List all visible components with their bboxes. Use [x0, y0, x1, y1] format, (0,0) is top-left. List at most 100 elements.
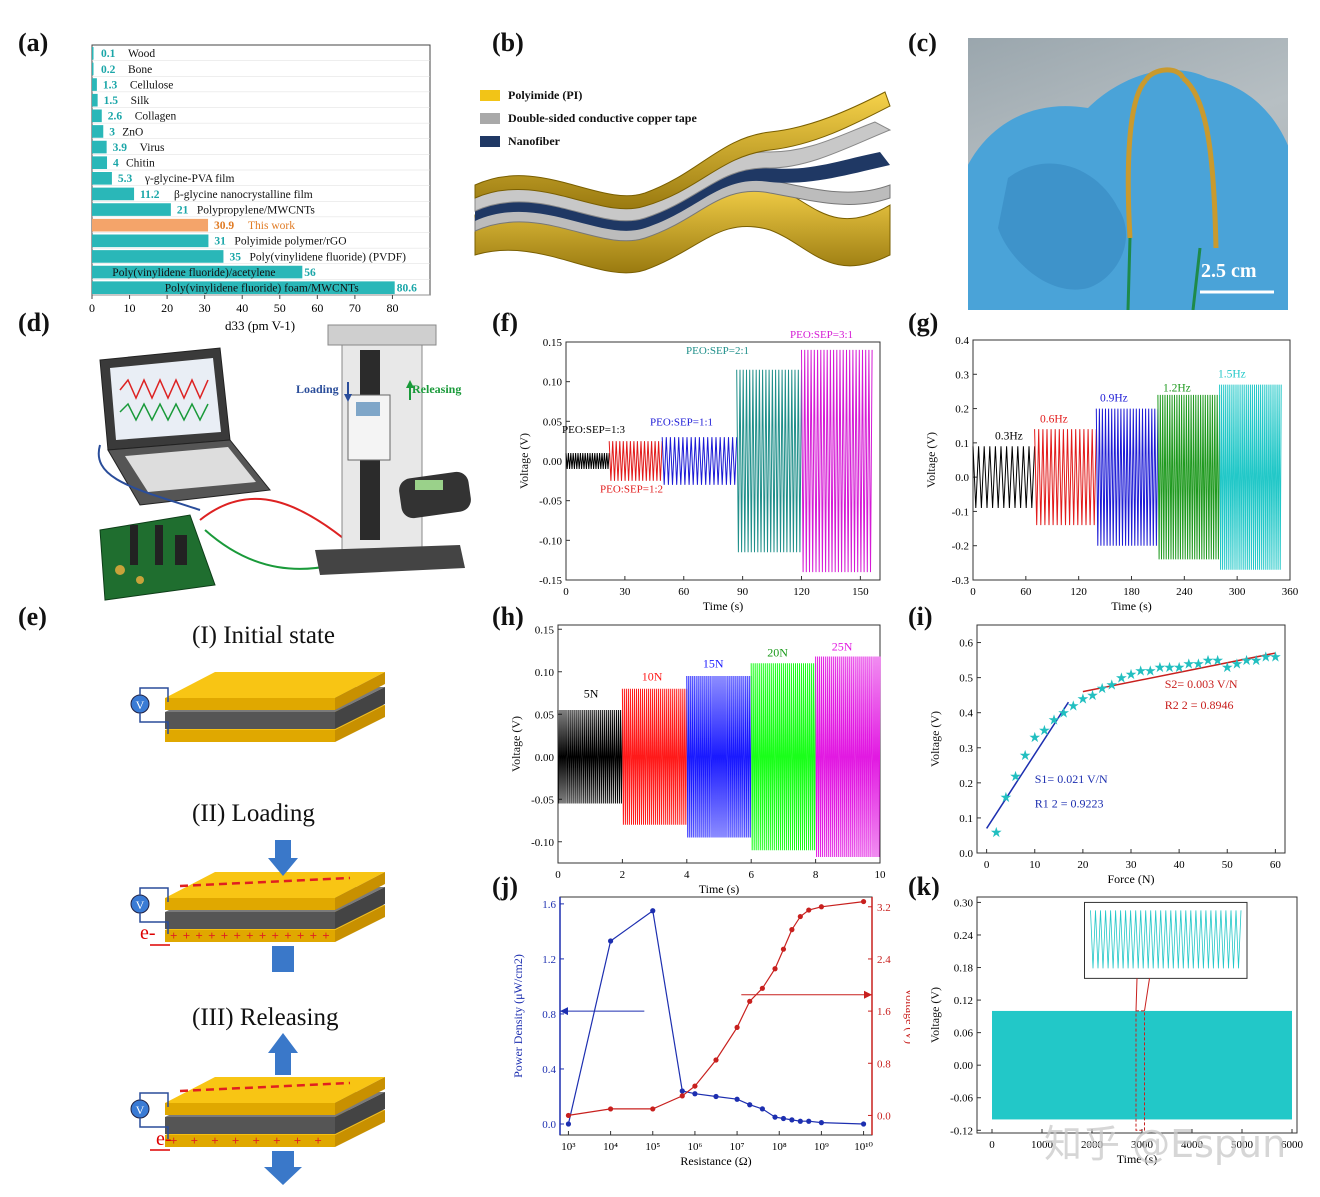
laptop: [99, 347, 271, 506]
voltage-force-sensitivity-chart: 0.6 0.5 0.4 0.3 0.2 0.1 0.0 0 10 20 30 40 50 60 Force …: [928, 624, 1286, 886]
right-indicator-head: [864, 990, 872, 999]
bar-value-3: 1.5: [104, 95, 119, 107]
voltmeter-v: V: [136, 1103, 145, 1117]
x-tick-label: 10³: [561, 1141, 576, 1153]
segment-label-3: 1.2Hz: [1163, 382, 1191, 394]
voltage-point: [860, 898, 867, 905]
data-point: ★: [1202, 654, 1215, 669]
fiber-front: [165, 712, 335, 729]
panel-label-j: (j): [492, 872, 518, 901]
bar-value-0: 0.1: [101, 48, 116, 60]
stack-initial: V: [130, 672, 385, 742]
y-tick-label: -0.05: [531, 794, 554, 806]
bar-name-4: Collagen: [135, 111, 177, 123]
y-tick-label: 0.05: [543, 416, 563, 428]
frequency-voltage-chart: 0.4 0.3 0.2 0.1 0.0 -0.1 -0.2 -0.30 60 120 180 240 3…: [925, 335, 1299, 613]
bar-value-5: 3: [109, 126, 115, 138]
panel-label-d: (d): [18, 308, 50, 337]
wire-bottom: [139, 913, 169, 934]
bar-name-15: Poly(vinylidene fluoride) foam/MWCNTs: [165, 283, 360, 295]
segment-label-2: PEO:SEP=1:1: [650, 416, 713, 428]
x-tick-label: 10: [1029, 859, 1041, 871]
x-axis-label: Time (s): [1111, 599, 1152, 613]
voltage-point: [679, 1093, 685, 1099]
power-density-point: [692, 1091, 698, 1097]
voltage-point: [780, 946, 787, 952]
y-tick-label: 0.00: [543, 456, 563, 468]
x-tick-label: 10⁴: [603, 1141, 618, 1153]
negative-charges: [179, 1081, 351, 1093]
panel-label-k: (k): [908, 872, 940, 901]
y-axis-label: Voltage (V): [925, 432, 938, 488]
peo-sep-voltage-chart: 0.15 0.10 0.05 0.00 -0.05 -0.10 -0.150 30 60 90 12…: [517, 330, 881, 613]
electron-label-releasing: e-: [156, 1128, 172, 1150]
power-density-point: [650, 908, 656, 914]
data-point: ★: [1000, 791, 1013, 806]
panel-label-c: (c): [908, 28, 937, 57]
releasing-arrowhead: [406, 380, 414, 388]
panel-label-e: (e): [18, 602, 47, 631]
panel-label-h: (h): [492, 602, 524, 631]
power-density-point: [679, 1088, 685, 1094]
x-tick-label: 4: [684, 869, 690, 881]
signal-3: [736, 369, 802, 553]
electron-label-loading: e-: [140, 922, 156, 944]
state-loading-title: (II) Loading: [192, 800, 315, 827]
x-tick-label: 8: [813, 869, 819, 881]
s1-label: S1= 0.021 V/N: [1035, 772, 1108, 786]
x-tick-label: 30: [1126, 859, 1138, 871]
panel-label-i: (i): [908, 602, 933, 631]
y-tick-label: -0.05: [539, 496, 562, 508]
swatch-nanofiber: [480, 136, 500, 147]
y-tick-label: 0.3: [955, 369, 969, 381]
y-tick-label: 0.0: [959, 848, 973, 860]
x-tick-label: 0: [563, 586, 569, 598]
bar-name-8: γ-glycine-PVA film: [144, 173, 235, 185]
x-axis-label: Resistance (Ω): [680, 1154, 751, 1168]
voltage-point: [772, 966, 778, 972]
red-wire: [199, 497, 361, 553]
fit-line-1: [1082, 652, 1276, 693]
bar-11: [92, 218, 209, 232]
fiber-side: [335, 687, 385, 729]
x-axis-label: Time (s): [703, 599, 744, 613]
swatch-pi: [480, 90, 500, 101]
pi-top-side: [335, 1077, 385, 1115]
watermark: 知乎 @Espun: [1044, 1122, 1287, 1166]
x-tick-label: 180: [1123, 586, 1140, 598]
bar-name-10: Polypropylene/MWCNTs: [197, 204, 316, 216]
x-tick-label: 1000: [1031, 1139, 1054, 1151]
y-tick-label-left: 0.4: [542, 1064, 556, 1076]
x-axis-label: Time (s): [699, 882, 740, 895]
bar-value-6: 3.9: [113, 142, 128, 154]
bar-2: [92, 78, 97, 91]
x-tick-label: 240: [1176, 586, 1193, 598]
bar-4: [92, 109, 102, 123]
segment-label-4: 1.5Hz: [1218, 369, 1246, 381]
voltage-point: [650, 1106, 656, 1112]
pi-bottom-front: [165, 930, 335, 942]
pi-top-side: [335, 672, 385, 710]
segment-label-3: 20N: [767, 645, 788, 659]
y-tick-label: 0.30: [954, 897, 974, 909]
data-point: ★: [1125, 668, 1138, 683]
r1-label: R1 2 = 0.9223: [1035, 796, 1104, 810]
y-tick-label: 0.6: [959, 638, 973, 650]
bar-1: [92, 62, 94, 76]
x-axis-label-a: d33 (pm V-1): [225, 318, 295, 333]
bar-value-13: 35: [229, 251, 241, 263]
x-tick-label: 4000: [1181, 1139, 1204, 1151]
signal-3: [750, 663, 817, 851]
positive-charge: +: [297, 928, 304, 943]
signal-0: [557, 709, 623, 804]
bar-value-9: 11.2: [140, 189, 160, 201]
segment-label-0: 0.3Hz: [995, 430, 1023, 442]
data-point: ★: [1067, 700, 1080, 715]
mechanism-diagram: V V + + + + + + + + + + + + + V + + + + + + + +: [130, 672, 385, 1185]
glove-thumb: [998, 163, 1127, 290]
voltage-point: [818, 904, 825, 910]
power-density-point: [797, 1118, 803, 1124]
voltage-point: [797, 913, 803, 920]
bar-name-0: Wood: [128, 48, 155, 60]
pi-bottom-side: [335, 705, 385, 742]
